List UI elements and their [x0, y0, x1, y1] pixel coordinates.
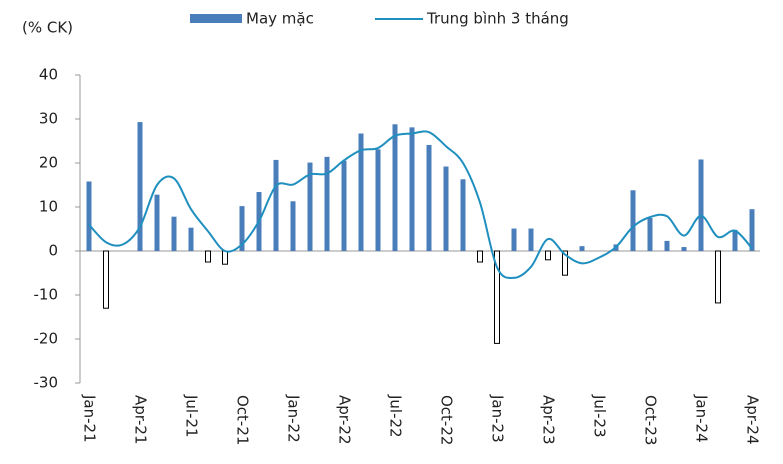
bar — [511, 228, 517, 251]
bar — [477, 250, 483, 263]
x-tick-label: Oct-22 — [438, 395, 456, 445]
bar — [86, 181, 92, 251]
x-tick-label: Jul-21 — [183, 394, 201, 438]
y-tick-label: 30 — [39, 110, 58, 128]
x-tick-label: Jul-22 — [387, 394, 405, 438]
bar — [443, 166, 449, 251]
bar — [647, 218, 653, 251]
bar — [409, 127, 415, 251]
bar — [426, 144, 432, 251]
y-tick-label: 20 — [39, 154, 58, 172]
bar — [392, 124, 398, 251]
x-tick-label: Jan-23 — [489, 394, 507, 443]
bar — [579, 246, 585, 251]
bar — [137, 122, 143, 251]
bar — [290, 201, 296, 251]
bar — [562, 250, 568, 276]
bar — [494, 250, 500, 344]
bar — [545, 250, 551, 261]
bar — [154, 194, 160, 251]
bar — [732, 229, 738, 251]
x-tick-label: Apr-23 — [540, 395, 558, 445]
x-tick-label: Apr-24 — [744, 395, 762, 445]
line — [88, 130, 753, 279]
x-tick-label: Jul-23 — [591, 394, 609, 438]
y-tick-label: -10 — [34, 286, 59, 304]
bar — [715, 250, 721, 304]
bar — [205, 250, 211, 263]
bar — [341, 160, 347, 251]
bar — [630, 190, 636, 251]
bar — [171, 216, 177, 251]
x-tick-label: Jan-21 — [81, 394, 99, 443]
bar — [324, 156, 330, 251]
bar — [307, 162, 313, 251]
y-tick-label: 10 — [39, 198, 58, 216]
x-tick-label: Jan-22 — [285, 394, 303, 443]
bar — [681, 247, 687, 251]
unit-label: (% CK) — [22, 19, 73, 37]
bar — [749, 209, 755, 251]
y-tick-label: -30 — [34, 374, 59, 392]
bar — [273, 159, 279, 251]
bar — [358, 133, 364, 251]
bar — [664, 240, 670, 251]
y-tick-label: -20 — [34, 330, 59, 348]
bar — [239, 206, 245, 251]
x-tick-label: Oct-21 — [234, 395, 252, 445]
bar — [103, 250, 109, 309]
bar — [188, 227, 194, 251]
bar — [222, 250, 228, 265]
bar — [698, 159, 704, 251]
x-tick-label: Apr-22 — [336, 395, 354, 445]
x-tick-label: Apr-21 — [132, 395, 150, 445]
bar — [460, 179, 466, 251]
y-tick-label: 0 — [48, 242, 58, 260]
bar — [528, 228, 534, 251]
x-tick-label: Oct-23 — [642, 395, 660, 445]
x-tick-label: Jan-24 — [693, 394, 711, 443]
bar — [375, 149, 381, 251]
y-tick-label: 40 — [39, 66, 58, 84]
legend-label: Trung bình 3 tháng — [426, 10, 569, 28]
legend-label: May mặc — [246, 10, 314, 28]
legend-swatch — [190, 14, 242, 23]
